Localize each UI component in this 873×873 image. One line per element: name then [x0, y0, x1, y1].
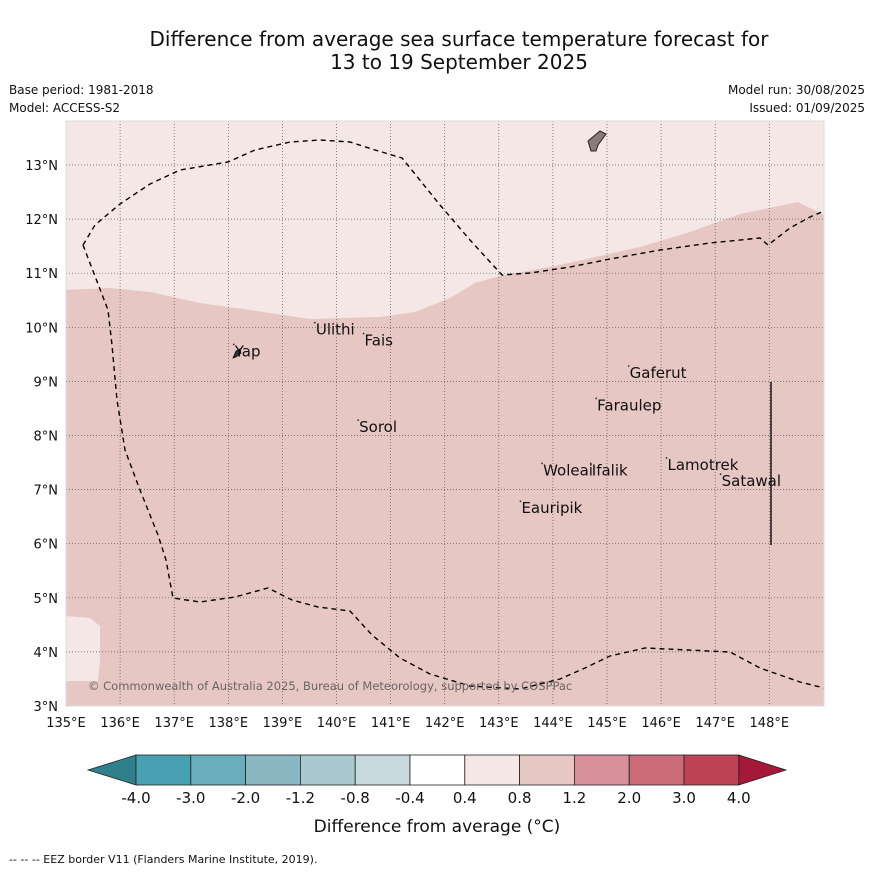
colorbar: -4.0 -3.0 -2.0 -1.2 -0.8 -0.4 0.4 0.8 1.2 2.0 3.0 4… — [86, 754, 788, 807]
island-marker — [313, 321, 316, 324]
meta-left: Base period: 1981-2018 Model: ACCESS-S2 — [9, 81, 154, 117]
eez-legend-note: -- -- -- EEZ border V11 (Flanders Marine… — [9, 853, 318, 866]
colorbar-tick-label: -1.2 — [286, 789, 315, 807]
title-line-1: Difference from average sea surface temp… — [149, 27, 769, 51]
colorbar-swatch — [519, 754, 575, 786]
colorbar-tick-label: 3.0 — [672, 789, 696, 807]
island-marker — [719, 473, 722, 476]
colorbar-swatch — [299, 754, 356, 786]
y-tick-label: 10°N — [25, 321, 58, 336]
colorbar-arrow-low — [86, 754, 137, 786]
colorbar-swatch — [464, 754, 520, 786]
place-label-ulithi: Ulithi — [316, 321, 355, 339]
model-name: Model: ACCESS-S2 — [9, 101, 121, 115]
colorbar-tick-label: -2.0 — [231, 789, 260, 807]
colorbar-swatch — [190, 754, 247, 786]
colorbar-swatch — [628, 754, 685, 786]
colorbar-swatch — [683, 754, 740, 786]
place-labels: Ulithi Fais Yap Gaferut Faraulep Sorol Lamotre… — [232, 321, 781, 517]
base-period: Base period: 1981-2018 — [9, 83, 154, 97]
place-label-lamotrek: Lamotrek — [668, 456, 739, 474]
colorbar-swatch — [574, 754, 630, 786]
x-axis-ticks: 135°E 136°E 137°E 138°E 139°E 140°E 141°E 142°E… — [46, 716, 789, 731]
x-tick-label: 142°E — [425, 716, 465, 731]
x-tick-label: 138°E — [209, 716, 249, 731]
yap-island — [232, 348, 242, 359]
y-tick-label: 4°N — [34, 646, 59, 661]
y-axis-ticks: 3°N 4°N 5°N 6°N 7°N 8°N 9°N 10°N 11°N 12°N 13°N — [25, 159, 58, 715]
issued-date: Issued: 01/09/2025 — [749, 101, 865, 115]
island-marker — [232, 343, 235, 346]
x-tick-label: 145°E — [587, 716, 627, 731]
y-tick-label: 12°N — [25, 213, 58, 228]
place-label-sorol: Sorol — [359, 418, 397, 436]
meta-right: Model run: 30/08/2025 Issued: 01/09/2025 — [728, 81, 865, 117]
x-tick-label: 139°E — [263, 716, 303, 731]
colorbar-arrow-high — [738, 754, 788, 786]
anomaly-region-0-4-0-8-southwest — [66, 616, 100, 681]
chart-title: Difference from average sea surface temp… — [0, 28, 873, 74]
place-label-eauripik: Eauripik — [521, 499, 582, 517]
x-tick-label: 147°E — [695, 716, 735, 731]
colorbar-tick-label: -0.8 — [341, 789, 370, 807]
graticule — [66, 121, 824, 706]
place-label-woleai: Woleai — [543, 461, 593, 479]
y-tick-label: 5°N — [34, 592, 59, 607]
copyright-note: © Commonwealth of Australia 2025, Bureau… — [88, 679, 572, 693]
island-marker — [362, 332, 365, 335]
eez-border — [82, 139, 824, 690]
x-tick-label: 136°E — [100, 716, 140, 731]
x-tick-label: 148°E — [750, 716, 790, 731]
place-label-gaferut: Gaferut — [630, 364, 687, 382]
island-marker — [627, 365, 630, 367]
model-run: Model run: 30/08/2025 — [727, 83, 865, 97]
colorbar-label: Difference from average (°C) — [314, 817, 561, 837]
island-marker — [595, 397, 598, 400]
colorbar-tick-label: 2.0 — [617, 789, 641, 807]
island-marker — [589, 462, 592, 465]
place-label-faraulep: Faraulep — [597, 396, 661, 414]
colorbar-tick-label: 0.4 — [453, 789, 477, 807]
colorbar-swatch — [135, 754, 192, 786]
title-line-2: 13 to 19 September 2025 — [330, 50, 588, 74]
map-frame — [65, 120, 825, 707]
place-label-ifalik: Ifalik — [592, 461, 628, 479]
x-tick-label: 137°E — [154, 716, 194, 731]
island-marker — [357, 419, 360, 421]
place-label-satawal: Satawal — [722, 472, 781, 490]
place-label-fais: Fais — [365, 332, 394, 350]
y-tick-label: 6°N — [34, 538, 59, 553]
colorbar-tick-label: 0.8 — [508, 789, 532, 807]
island-marker — [519, 500, 522, 503]
colorbar-swatch — [245, 754, 301, 786]
x-tick-label: 141°E — [371, 716, 411, 731]
colorbar-tick-label: 1.2 — [562, 789, 586, 807]
colorbar-tick-label: 4.0 — [727, 789, 751, 807]
place-label-yap: Yap — [234, 342, 261, 360]
y-tick-label: 8°N — [34, 430, 59, 445]
x-tick-label: 135°E — [46, 716, 86, 731]
guam-island — [587, 130, 607, 152]
y-tick-label: 9°N — [34, 375, 59, 390]
y-tick-label: 7°N — [34, 484, 59, 499]
x-tick-label: 143°E — [479, 716, 519, 731]
colorbar-tick-label: -4.0 — [121, 789, 150, 807]
colorbar-swatch — [409, 754, 466, 786]
island-marker — [665, 457, 668, 459]
colorbar-swatch — [354, 754, 411, 786]
y-tick-label: 3°N — [34, 700, 59, 715]
colorbar-tick-label: -3.0 — [176, 789, 205, 807]
colorbar-tick-label: -0.4 — [395, 789, 424, 807]
island-marker — [541, 462, 543, 465]
y-tick-label: 13°N — [25, 159, 58, 174]
x-tick-label: 144°E — [533, 716, 573, 731]
y-tick-label: 11°N — [25, 267, 58, 282]
x-tick-label: 140°E — [317, 716, 357, 731]
x-tick-label: 146°E — [641, 716, 681, 731]
